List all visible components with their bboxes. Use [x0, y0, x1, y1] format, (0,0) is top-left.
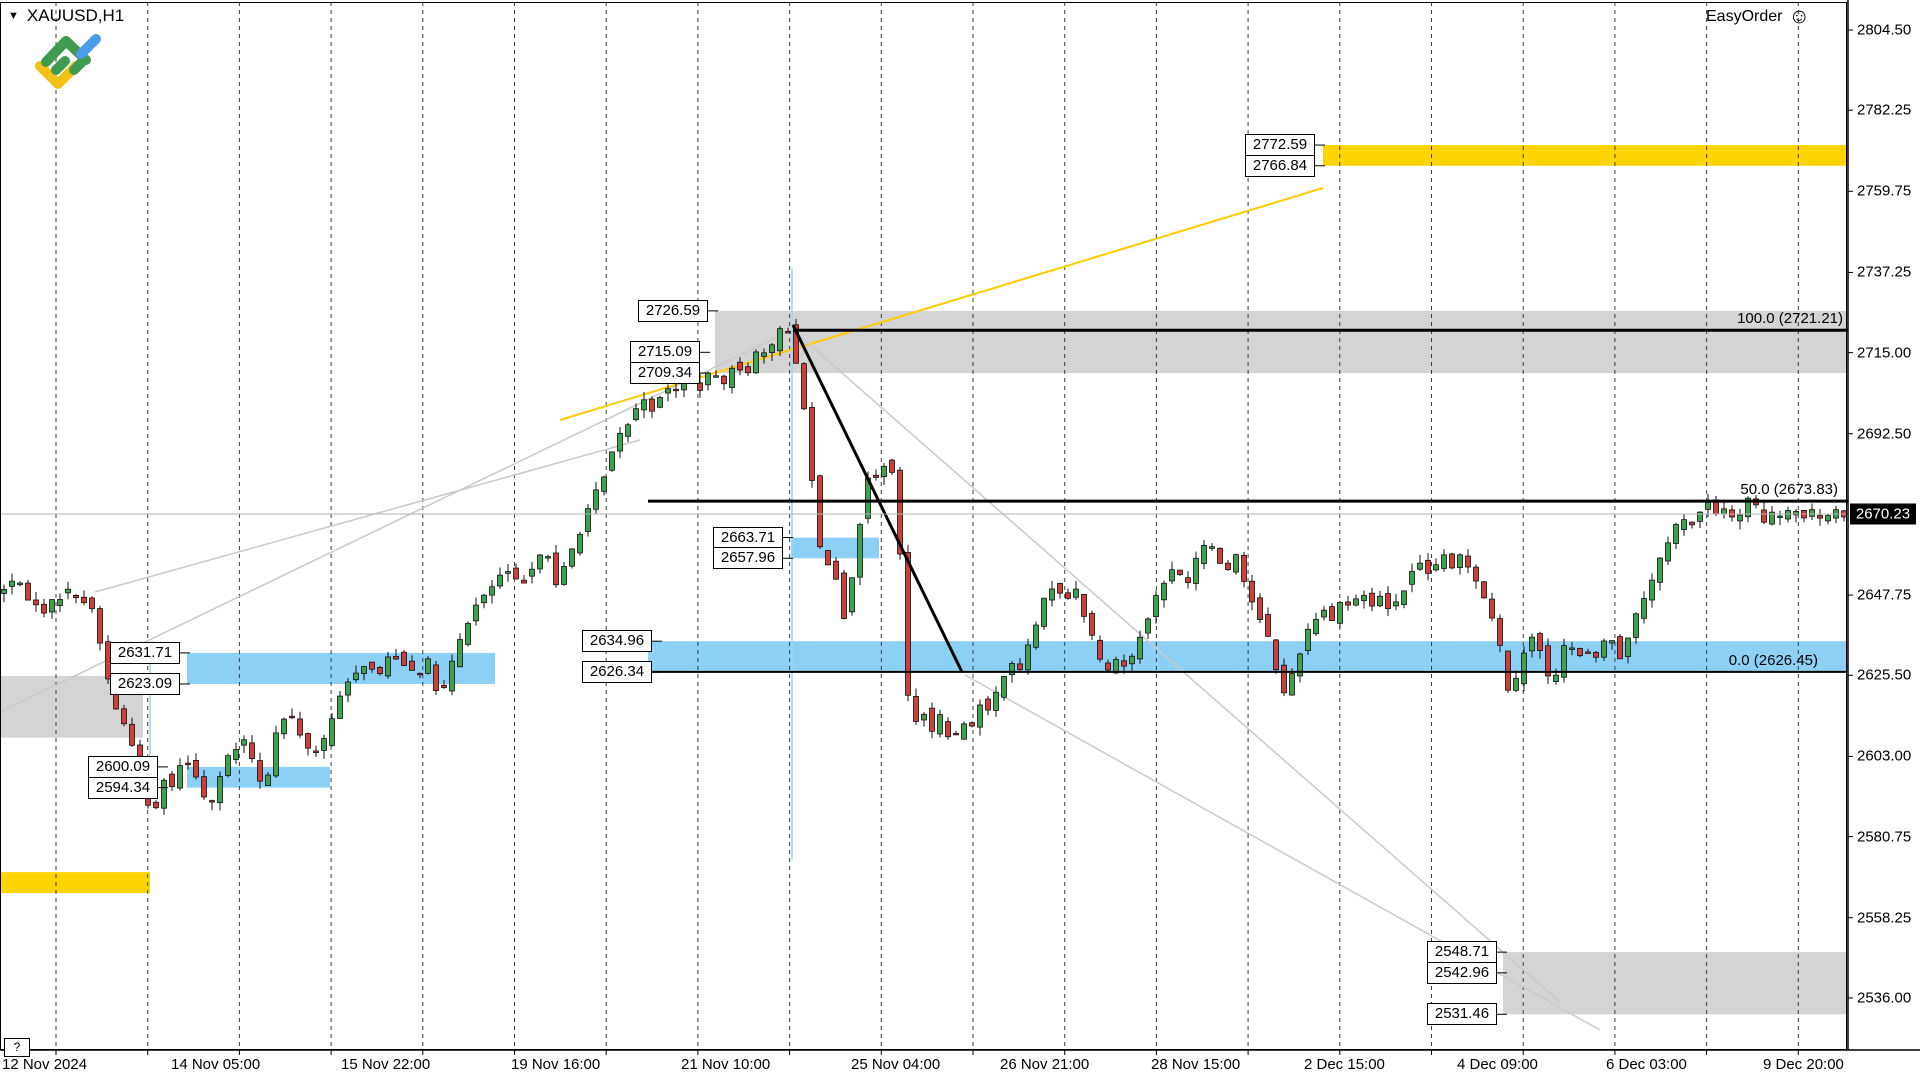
help-button[interactable]: ? — [4, 1038, 30, 1057]
demand-zone-blue-small[interactable] — [791, 537, 879, 559]
price-level-label[interactable]: 2600.09 — [88, 755, 158, 778]
price-level-label[interactable]: 2623.09 — [110, 672, 180, 695]
time-axis-label[interactable]: 12 Nov 2024 — [2, 1056, 88, 1073]
price-axis-label[interactable]: 2737.25 — [1857, 263, 1912, 281]
fib-level-label: 0.0 (2626.45) — [1728, 651, 1818, 669]
price-level-label[interactable]: 2726.59 — [638, 299, 708, 322]
price-level-label[interactable]: 2657.96 — [713, 547, 783, 570]
price-axis-label[interactable]: 2759.75 — [1857, 182, 1912, 200]
fib-level-label: 100.0 (2721.21) — [1737, 310, 1843, 328]
smiley-icon: ☺ — [1788, 5, 1810, 28]
gray-trendline-ascending-2[interactable] — [94, 439, 641, 593]
time-axis-label[interactable]: 9 Dec 20:00 — [1763, 1056, 1844, 1073]
price-axis-label[interactable]: 2580.75 — [1857, 828, 1912, 846]
price-axis-label[interactable]: 2603.00 — [1857, 747, 1912, 765]
demand-zone-blue-left-1[interactable] — [187, 652, 495, 684]
easyorder-label: EasyOrder — [1706, 7, 1783, 25]
price-level-label[interactable]: 2766.84 — [1245, 154, 1315, 177]
price-axis-label[interactable]: 2625.50 — [1857, 666, 1912, 684]
candles — [1, 318, 1847, 815]
current-price-badge: 2670.23 — [1850, 503, 1916, 525]
price-axis-label[interactable]: 2647.75 — [1857, 586, 1912, 604]
price-level-label[interactable]: 2709.34 — [630, 362, 700, 385]
symbol-timeframe-label: XAUUSD,H1 — [26, 6, 125, 25]
time-axis-label[interactable]: 6 Dec 03:00 — [1606, 1056, 1687, 1073]
impulse-trendline-black[interactable] — [791, 324, 964, 673]
price-level-label[interactable]: 2634.96 — [582, 630, 652, 653]
price-axis-label[interactable]: 2804.50 — [1857, 21, 1912, 39]
price-axis-label[interactable]: 2536.00 — [1857, 989, 1912, 1007]
price-level-label[interactable]: 2548.71 — [1427, 941, 1497, 964]
time-axis-label[interactable]: 14 Nov 05:00 — [171, 1056, 261, 1073]
price-level-label[interactable]: 2542.96 — [1427, 961, 1497, 984]
price-axis-label[interactable]: 2715.00 — [1857, 344, 1912, 362]
time-axis-label[interactable]: 15 Nov 22:00 — [341, 1056, 431, 1073]
price-axis-label[interactable]: 2692.50 — [1857, 425, 1912, 443]
easyorder-panel-toggle[interactable]: EasyOrder ☺ — [1706, 6, 1810, 27]
price-level-label[interactable]: 2531.46 — [1427, 1003, 1497, 1026]
time-axis-label[interactable]: 25 Nov 04:00 — [851, 1056, 941, 1073]
price-level-label[interactable]: 2626.34 — [582, 661, 652, 684]
price-level-label[interactable]: 2715.09 — [630, 341, 700, 364]
gray-trendline-descending-1[interactable] — [792, 329, 1561, 1003]
broker-logo-icon — [35, 34, 101, 89]
time-axis-label[interactable]: 2 Dec 15:00 — [1304, 1056, 1385, 1073]
price-level-label[interactable]: 2594.34 — [88, 776, 158, 799]
price-level-label[interactable]: 2631.71 — [110, 641, 180, 664]
supply-zone-gray-top[interactable] — [715, 310, 1848, 374]
price-level-label[interactable]: 2663.71 — [713, 526, 783, 549]
zone-gray-bottom-right[interactable] — [1503, 952, 1848, 1015]
symbol-bar: ▼ XAUUSD,H1 — [8, 6, 124, 26]
supply-zone-yellow-top[interactable] — [1323, 145, 1848, 166]
zone-yellow-left[interactable] — [0, 872, 150, 894]
time-axis-label[interactable]: 26 Nov 21:00 — [1000, 1056, 1090, 1073]
symbol-dropdown-icon[interactable]: ▼ — [8, 10, 19, 22]
fib-level-label: 50.0 (2673.83) — [1740, 481, 1838, 499]
price-axis-label[interactable]: 2558.25 — [1857, 909, 1912, 927]
time-axis-label[interactable]: 19 Nov 16:00 — [511, 1056, 601, 1073]
time-axis-label[interactable]: 21 Nov 10:00 — [681, 1056, 771, 1073]
price-level-label[interactable]: 2772.59 — [1245, 134, 1315, 157]
time-axis-label[interactable]: 4 Dec 09:00 — [1457, 1056, 1538, 1073]
price-axis-label[interactable]: 2782.25 — [1857, 101, 1912, 119]
time-axis-label[interactable]: 28 Nov 15:00 — [1151, 1056, 1241, 1073]
